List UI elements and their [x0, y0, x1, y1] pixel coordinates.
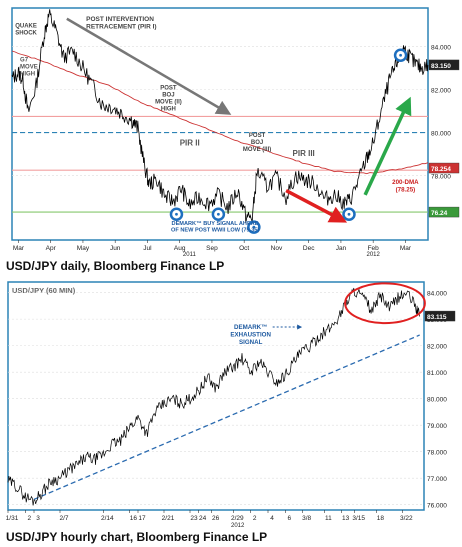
x-tick-label: 3/15 — [352, 515, 365, 522]
demark-signal-dot — [175, 212, 178, 216]
x-tick-label: 17 — [138, 515, 146, 522]
dma-badge-box — [428, 162, 460, 174]
rally-arrow — [363, 96, 412, 196]
daily-chart-caption: USD/JPY daily, Bloomberg Finance LP — [6, 259, 225, 273]
y-tick-label: 84.000 — [431, 45, 451, 52]
x-tick-label: Mar — [400, 245, 412, 252]
y-tick-label: 82.000 — [431, 88, 451, 95]
x-tick-label: 11 — [325, 515, 332, 522]
annotation-label: PIR II — [180, 138, 200, 147]
price-badge-box — [424, 310, 456, 322]
x-tick-label: Dec — [303, 245, 315, 252]
x-tick-label: Apr — [46, 245, 57, 252]
x-tick-label: Sep — [206, 245, 218, 252]
x-tick-label: 26 — [212, 515, 220, 522]
y-tick-label: 76.000 — [427, 503, 447, 510]
decline-arrow — [285, 189, 348, 223]
x-year-label: 2012 — [231, 523, 245, 528]
x-tick-label: Nov — [271, 245, 283, 252]
dma-badge: 78.254 — [431, 166, 451, 173]
y-tick-label: 78.000 — [431, 174, 451, 181]
x-tick-label: 2 — [253, 515, 257, 522]
plot-frame — [11, 7, 429, 241]
low-badge-box — [428, 206, 460, 218]
x-tick-label: Jul — [143, 245, 152, 252]
y-tick-label: 80.000 — [427, 397, 447, 404]
plot-frame — [7, 281, 425, 511]
pir-retracement-arrow — [66, 17, 232, 115]
annotation-label: 200-DMA (78.25) — [392, 179, 419, 193]
support-trendline — [33, 334, 420, 500]
y-tick-label: 81.000 — [427, 370, 447, 377]
hourly-chart-panel: USD/JPY (60 MIN) 76.000 77.000 78.000 79.000… — [0, 278, 462, 528]
dma-200-line — [11, 50, 429, 175]
top-highlight-ellipse — [344, 282, 426, 325]
x-year-label: 2011 — [183, 252, 197, 256]
price-badge: 83.150 — [431, 63, 451, 70]
chart-title: USD/JPY (60 MIN) — [12, 286, 76, 295]
price-line — [7, 287, 421, 506]
y-tick-label: 82.000 — [427, 344, 447, 351]
annotation-label: DEMARK™ EXHAUSTION SIGNAL — [230, 324, 271, 346]
daily-chart: 78.000 80.000 82.000 84.000 Mar Apr May Jun Jul A… — [11, 7, 460, 256]
annotation-label: POST BOJ MOVE (II) HIGH — [155, 86, 182, 113]
price-badge: 83.115 — [427, 314, 447, 321]
y-tick-label: 79.000 — [427, 423, 447, 430]
x-tick-label: Mar — [13, 245, 25, 252]
annotation-label: POST INTERVENTION RETRACEMENT (PIR I) — [86, 16, 156, 31]
x-tick-label: 3 — [36, 515, 40, 522]
x-tick-label: 2/7 — [59, 515, 68, 522]
annotation-label: PIR III — [293, 149, 315, 158]
x-tick-label: Jan — [336, 245, 347, 252]
annotation-label: POST BOJ MOVE (III) — [243, 133, 271, 153]
x-tick-label: 24 — [199, 515, 207, 522]
x-tick-label: Feb — [368, 245, 380, 252]
x-tick-label: Aug — [174, 245, 186, 252]
x-tick-label: 13 — [342, 515, 350, 522]
price-line — [11, 9, 429, 224]
x-tick-label: 16 — [130, 515, 138, 522]
x-tick-label: 18 — [377, 515, 385, 522]
y-tick-label: 80.000 — [431, 131, 451, 138]
daily-chart-panel: 78.000 80.000 82.000 84.000 Mar Apr May Jun Jul A… — [0, 0, 462, 256]
x-tick-label: 2/21 — [162, 515, 175, 522]
x-tick-label: 6 — [288, 515, 292, 522]
x-tick-label: Jun — [110, 245, 121, 252]
price-badge-box — [428, 59, 460, 71]
x-year-label: 2012 — [366, 252, 380, 256]
low-badge: 76.24 — [431, 210, 448, 217]
hourly-chart-caption: USD/JPY hourly chart, Bloomberg Finance … — [6, 530, 268, 544]
y-tick-label: 84.000 — [427, 291, 447, 298]
demark-signal-dot — [399, 53, 402, 57]
y-tick-label: 78.000 — [427, 450, 447, 457]
x-tick-label: May — [77, 245, 90, 252]
demark-signal-dot — [216, 212, 220, 216]
x-tick-label: 1/31 — [6, 515, 19, 522]
annotation-label: QUAKE SHOCK — [15, 23, 37, 36]
demark-signal-dot — [252, 225, 256, 229]
x-tick-label: Oct — [239, 245, 249, 252]
x-tick-label: 4 — [270, 515, 274, 522]
x-tick-label: 3/22 — [400, 515, 413, 522]
annotation-label: DEMARK™ BUY SIGNAL AHEAD OF NEW POST WWII… — [171, 221, 259, 234]
x-tick-label: 3/8 — [302, 515, 311, 522]
x-tick-label: 23 — [190, 515, 198, 522]
annotation-label: G7 MOVE HIGH — [20, 58, 38, 78]
x-tick-label: 2/14 — [101, 515, 114, 522]
x-tick-label: 2/29 — [231, 515, 244, 522]
demark-signal-dot — [347, 212, 351, 216]
hourly-chart: USD/JPY (60 MIN) 76.000 77.000 78.000 79.000… — [6, 281, 456, 528]
x-tick-label: 2 — [28, 515, 32, 522]
y-tick-label: 77.000 — [427, 476, 447, 483]
